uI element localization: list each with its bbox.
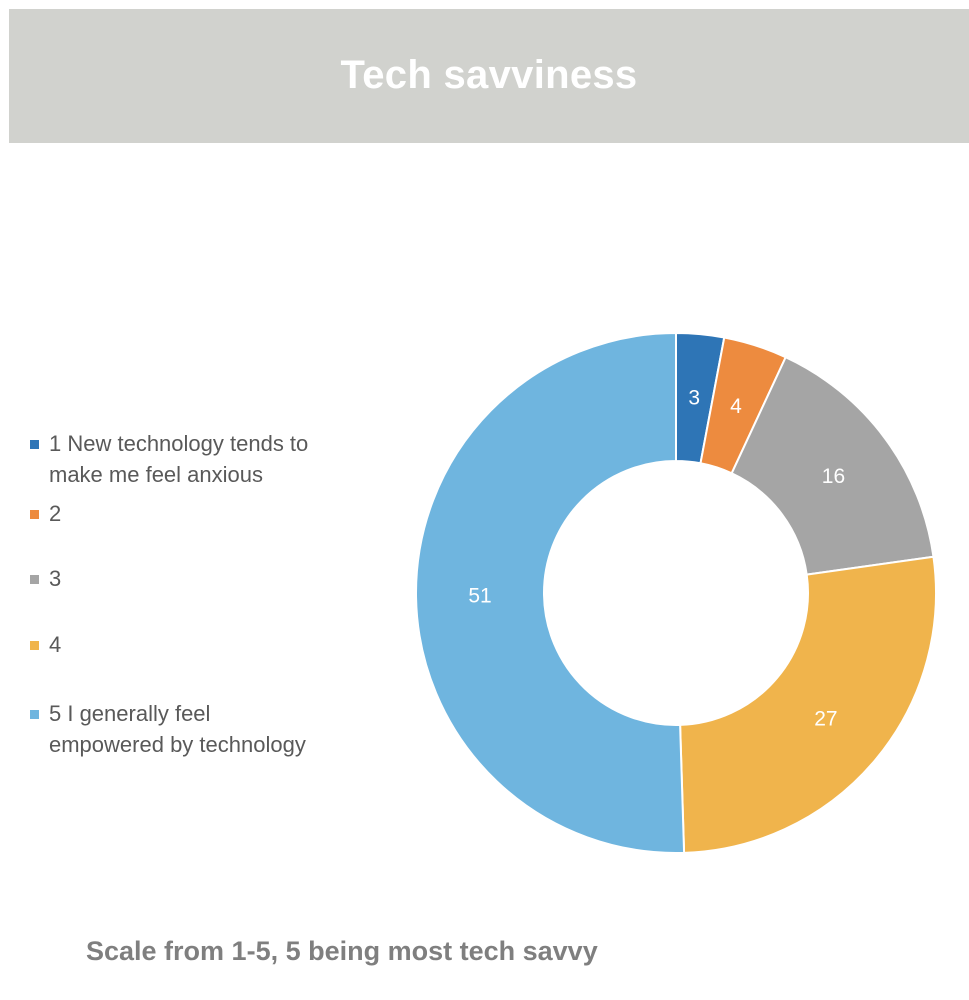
legend-label: 3 [49, 566, 62, 591]
legend-label-line2: make me feel anxious [49, 462, 263, 487]
legend-label-line2: empowered by technology [49, 732, 306, 757]
legend-swatch [30, 440, 39, 449]
legend-swatch [30, 510, 39, 519]
slice-label-5: 51 [468, 585, 491, 608]
legend-label: 5 I generally feel [49, 701, 211, 726]
slice-label-4: 27 [814, 708, 837, 731]
legend-item-4: 4 [30, 629, 369, 660]
footnote: Scale from 1-5, 5 being most tech savvy [86, 936, 598, 966]
legend-item-1: 1 New technology tends to make me feel a… [30, 428, 369, 490]
legend-label: 4 [49, 632, 62, 657]
slice-label-3: 16 [822, 465, 845, 488]
legend-swatch [30, 575, 39, 584]
legend-item-3: 3 [30, 563, 369, 594]
title-bar: Tech savviness [9, 9, 969, 143]
legend-item-2: 2 [30, 498, 369, 529]
legend-swatch [30, 641, 39, 650]
donut-slice-3 [730, 355, 935, 576]
chart-title: Tech savviness [340, 52, 638, 97]
slice-label-2: 4 [730, 395, 742, 418]
donut-slice-5 [415, 331, 686, 854]
legend-label: 1 New technology tends to [49, 431, 309, 456]
legend-swatch [30, 710, 39, 719]
legend-item-5: 5 I generally feel empowered by technolo… [30, 698, 369, 760]
legend-label: 2 [49, 501, 62, 526]
slice-label-1: 3 [688, 386, 700, 409]
donut-slice-4 [679, 555, 937, 854]
